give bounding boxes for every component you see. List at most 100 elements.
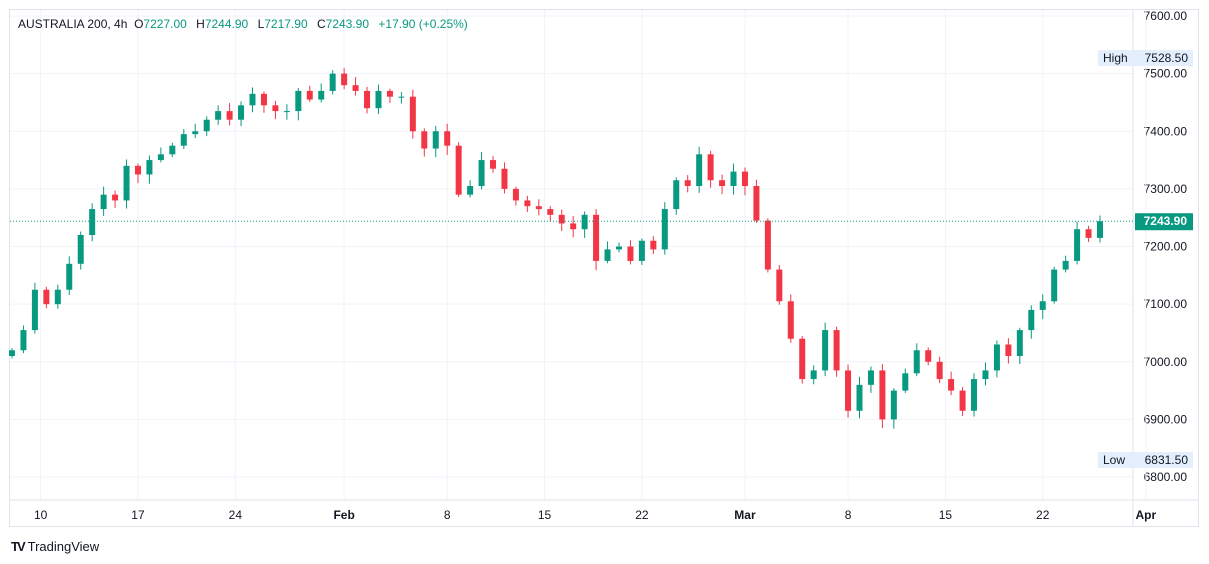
high-marker-value: 7528.50 [1145,51,1189,65]
candle-up [432,131,439,149]
candle-up [54,289,61,305]
candle-up [100,194,107,210]
y-tick-label: 6800.00 [1144,470,1188,484]
high-label: H [196,17,205,31]
candle-up [9,350,15,357]
candle-up [478,160,485,187]
candle-down [684,180,691,187]
candle-up [375,90,382,109]
candle-up [615,246,622,250]
candle-down [1005,344,1012,357]
candle-down [719,180,726,187]
candle-down [112,194,119,201]
x-tick-label: Feb [333,508,354,522]
candle-down [306,90,313,100]
candle-down [764,220,771,270]
y-tick-label: 7500.00 [1144,67,1188,81]
candle-down [421,131,428,149]
candle-down [959,390,966,411]
candle-down [593,214,600,261]
high-marker-bg [1098,50,1193,66]
tradingview-logo[interactable]: TV TradingView [11,539,99,554]
candle-up [398,96,405,98]
candle-up [604,249,611,261]
candle-down [490,160,497,169]
candle-up [203,119,210,132]
low-label: L [257,17,265,31]
y-tick-label: 7100.00 [1144,297,1188,311]
candle-up [822,330,829,371]
candle-down [341,73,348,86]
candle-down [524,200,531,207]
x-tick-label: 15 [939,508,953,522]
x-tick-label: 22 [635,508,649,522]
last-price-badge [1135,213,1193,231]
candle-up [971,379,978,411]
symbol-legend: AUSTRALIA 200, 4h O7227.00 H7244.90 L721… [18,17,474,31]
candle-down [650,240,657,250]
candle-down [627,246,634,261]
high-value: 7244.90 [204,17,249,31]
candle-up [638,240,645,261]
candle-down [260,93,267,106]
candle-down [879,370,886,420]
candle-down [43,289,50,305]
y-tick-label: 7000.00 [1144,355,1188,369]
candle-down [833,330,840,371]
candle-up [673,180,680,210]
candle-up [66,263,73,290]
candle-up [123,165,130,201]
change-value: +17.90 (+0.25%) [378,17,468,31]
candle-up [1028,309,1035,331]
candle-down [753,186,760,221]
candle-down [444,131,451,146]
candle-up [295,90,302,112]
y-tick-label: 7300.00 [1144,182,1188,196]
y-tick-label: 7600.00 [1144,9,1188,23]
y-tick-label: 6900.00 [1144,412,1188,426]
tradingview-logo-icon: TV [11,539,26,554]
low-marker-bg [1098,452,1193,468]
candle-down [512,188,519,201]
y-tick-label: 7400.00 [1144,124,1188,138]
candle-down [386,90,393,97]
x-tick-label: 10 [34,508,48,522]
candle-up [249,93,256,106]
y-tick-label: 7200.00 [1144,240,1188,254]
x-tick-label: 15 [538,508,552,522]
candle-down [741,171,748,187]
candle-down [570,223,577,230]
candle-up [467,186,474,195]
candle-up [890,390,897,420]
chart-frame [9,9,1199,527]
candle-down [535,206,542,210]
candle-down [409,96,416,132]
candle-up [1039,301,1046,310]
close-value: 7243.90 [325,17,370,31]
x-tick-label: 22 [1036,508,1050,522]
candle-down [547,209,554,215]
candle-up [169,145,176,155]
low-marker-value: 6831.50 [1145,453,1189,467]
candle-up [283,111,290,113]
candle-down [1085,229,1092,238]
low-value: 7217.90 [264,17,308,31]
candle-up [157,154,164,161]
candle-up [696,154,703,187]
tradingview-brand: TradingView [27,539,100,554]
x-tick-label: 8 [444,508,451,522]
candle-up [1074,229,1081,261]
candle-down [845,370,852,411]
candle-down [936,361,943,380]
open-label: O [134,17,144,31]
candle-down [787,301,794,339]
high-marker-label: High [1103,51,1128,65]
candle-up [329,73,336,91]
candle-down [226,111,233,120]
candle-down [799,338,806,380]
candle-down [272,105,279,112]
candle-up [77,234,84,264]
x-tick-label: 24 [229,508,243,522]
